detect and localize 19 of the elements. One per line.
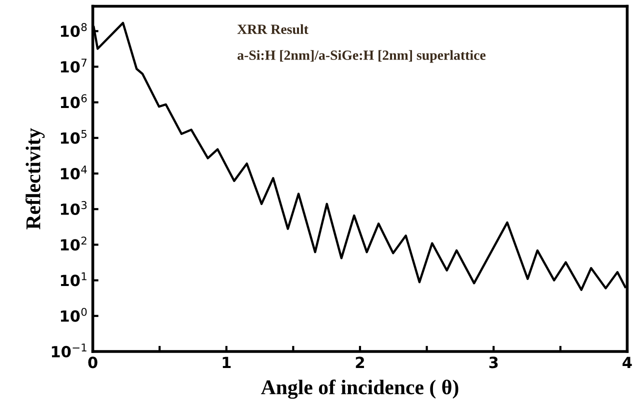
x-tick-label: 0 [88,356,98,368]
x-tick-label: 3 [489,356,498,368]
y-tick-label: 10$^{4}$ [60,166,87,180]
y-tick-label: 10$^{5}$ [60,130,86,144]
y-tick-label: 10$^{3}$ [60,201,87,216]
x-axis-title: Angle of incidence ( θ) [261,380,458,399]
y-tick-label: 10$^{2}$ [60,236,86,251]
x-tick-label: 1 [222,356,231,368]
y-tick-label: 10$^{8}$ [60,23,87,38]
y-tick-label: 10$^{1}$ [60,272,86,286]
annotation: a-Si:H [2nm]/a-SiGe:H [2nm] superlattice [238,50,486,63]
x-tick-label: 4 [622,356,632,368]
x-tick-label: 2 [356,356,364,368]
y-tick-label: 10$^{0}$ [60,308,87,322]
y-tick-label: 10$^{6}$ [60,94,87,108]
annotation: XRR Result [237,24,308,34]
y-axis-title: Reflectivity [25,128,45,230]
y-tick-label: 10$^{−1}$ [52,344,86,358]
y-tick-label: 10$^{7}$ [60,58,87,73]
